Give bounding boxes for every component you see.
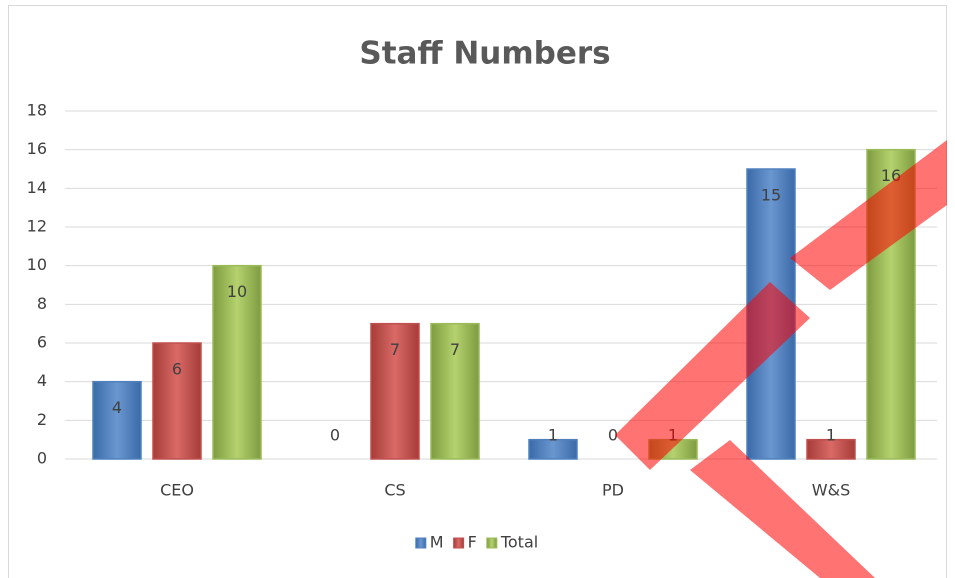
data-label: 4 bbox=[112, 398, 122, 417]
legend-label: Total bbox=[500, 533, 538, 552]
data-label: 7 bbox=[390, 340, 400, 359]
x-tick-label: PD bbox=[602, 481, 624, 500]
y-tick-label: 10 bbox=[27, 255, 47, 274]
y-tick-label: 16 bbox=[27, 139, 47, 158]
data-label: 0 bbox=[608, 426, 618, 445]
legend-label: F bbox=[468, 533, 477, 552]
legend-swatch bbox=[415, 537, 427, 549]
legend-label: M bbox=[430, 533, 444, 552]
chart-border bbox=[8, 5, 947, 578]
chart-title: Staff Numbers bbox=[359, 36, 610, 72]
x-tick-label: CEO bbox=[160, 481, 194, 500]
data-label: 1 bbox=[826, 426, 836, 445]
bar bbox=[152, 342, 202, 460]
y-tick-label: 12 bbox=[27, 217, 47, 236]
data-label: 0 bbox=[330, 426, 340, 445]
bar bbox=[370, 322, 420, 460]
x-tick-label: CS bbox=[384, 481, 405, 500]
y-tick-label: 8 bbox=[37, 294, 47, 313]
data-label: 1 bbox=[548, 426, 558, 445]
bar bbox=[528, 438, 578, 460]
y-tick-label: 4 bbox=[37, 371, 47, 390]
data-label: 6 bbox=[172, 360, 182, 379]
data-label: 15 bbox=[761, 186, 781, 205]
legend: M F Total bbox=[415, 533, 538, 552]
watermark bbox=[615, 140, 947, 578]
bar bbox=[212, 264, 262, 460]
legend-swatch bbox=[486, 537, 498, 549]
bar bbox=[806, 438, 856, 460]
legend-swatch bbox=[453, 537, 465, 549]
data-label: 10 bbox=[227, 282, 247, 301]
y-tick-label: 18 bbox=[27, 101, 47, 120]
x-tick-label: W&S bbox=[812, 481, 850, 500]
bar bbox=[430, 322, 480, 460]
y-tick-label: 2 bbox=[37, 410, 47, 429]
data-label: 7 bbox=[450, 340, 460, 359]
y-tick-label: 6 bbox=[37, 333, 47, 352]
bar bbox=[92, 380, 142, 460]
y-tick-label: 14 bbox=[27, 178, 47, 197]
y-tick-label: 0 bbox=[37, 449, 47, 468]
